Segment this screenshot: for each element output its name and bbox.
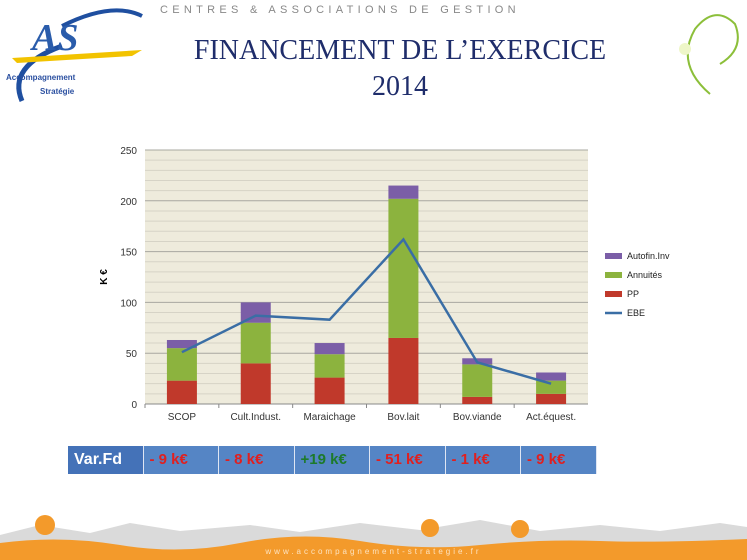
y-tick-label: 0 [131, 400, 137, 411]
tagline: CENTRES & ASSOCIATIONS DE GESTION [160, 4, 520, 16]
svg-text:Accompagnement: Accompagnement [6, 73, 76, 82]
x-tick-label: Maraichage [303, 412, 356, 423]
y-tick-label: 200 [120, 197, 137, 208]
legend-swatch [605, 291, 622, 297]
bar-annuits [166, 348, 197, 381]
var-fd-label: Var.Fd [68, 446, 144, 474]
x-tick-label: Bov.viande [453, 412, 502, 423]
as-logo: AS Accompagnement Stratégie [6, 8, 143, 102]
bar-annuits [388, 198, 419, 338]
line-ebe [181, 237, 552, 385]
legend-label: PP [627, 289, 639, 299]
bar-annuits [314, 354, 345, 378]
y-axis-label: K € [99, 269, 110, 285]
legend-label: Autofin.Inv [627, 251, 670, 261]
bar-pp [462, 396, 493, 404]
bar-pp [166, 380, 197, 404]
var-fd-cell: - 8 k€ [219, 446, 295, 474]
var-fd-table: Var.Fd - 9 k€ - 8 k€ +19 k€ - 51 k€ - 1 … [68, 446, 597, 474]
x-tick-label: Cult.Indust. [230, 412, 281, 423]
bar-pp [240, 363, 271, 404]
landscape-footer [0, 515, 747, 560]
y-tick-label: 50 [126, 349, 138, 360]
var-fd-cell: - 9 k€ [143, 446, 219, 474]
y-tick-label: 150 [120, 248, 137, 259]
legend-swatch [605, 253, 622, 259]
var-fd-cell: +19 k€ [294, 446, 370, 474]
stacked-bar-chart: 0 50 100 150 200 250 K € SCOP Cult.Indust. Maraic… [99, 146, 670, 423]
svg-text:Stratégie: Stratégie [40, 87, 75, 96]
x-tick-label: Act.équest. [526, 412, 576, 423]
legend-label: Annuités [627, 270, 663, 280]
svg-text:AS: AS [30, 17, 78, 59]
bar-autofininv [166, 339, 197, 349]
plot-area [145, 150, 588, 404]
footer-url: www.accompagnement-strategie.fr [265, 547, 482, 556]
bar-autofininv [536, 372, 567, 381]
bar-pp [536, 393, 567, 404]
bar-annuits [536, 380, 567, 394]
bar-pp [388, 337, 419, 404]
var-fd-cell: - 51 k€ [370, 446, 446, 474]
y-tick-label: 250 [120, 146, 137, 157]
swirl-decoration [679, 14, 739, 95]
bar-annuits [462, 364, 493, 397]
var-fd-cell: - 1 k€ [445, 446, 521, 474]
page-title-year: 2014 [372, 71, 428, 102]
bar-autofininv [240, 302, 271, 323]
x-tick-label: SCOP [168, 412, 197, 423]
var-fd-cell: - 9 k€ [521, 446, 597, 474]
bar-autofininv [314, 343, 345, 355]
page-title: FINANCEMENT DE L’EXERCICE [193, 35, 607, 66]
legend-swatch [605, 272, 622, 278]
x-tick-label: Bov.lait [387, 412, 419, 423]
bar-pp [314, 377, 345, 404]
y-tick-label: 100 [120, 298, 137, 309]
bar-annuits [240, 322, 271, 364]
bar-autofininv [388, 185, 419, 199]
legend-label: EBE [627, 308, 645, 318]
